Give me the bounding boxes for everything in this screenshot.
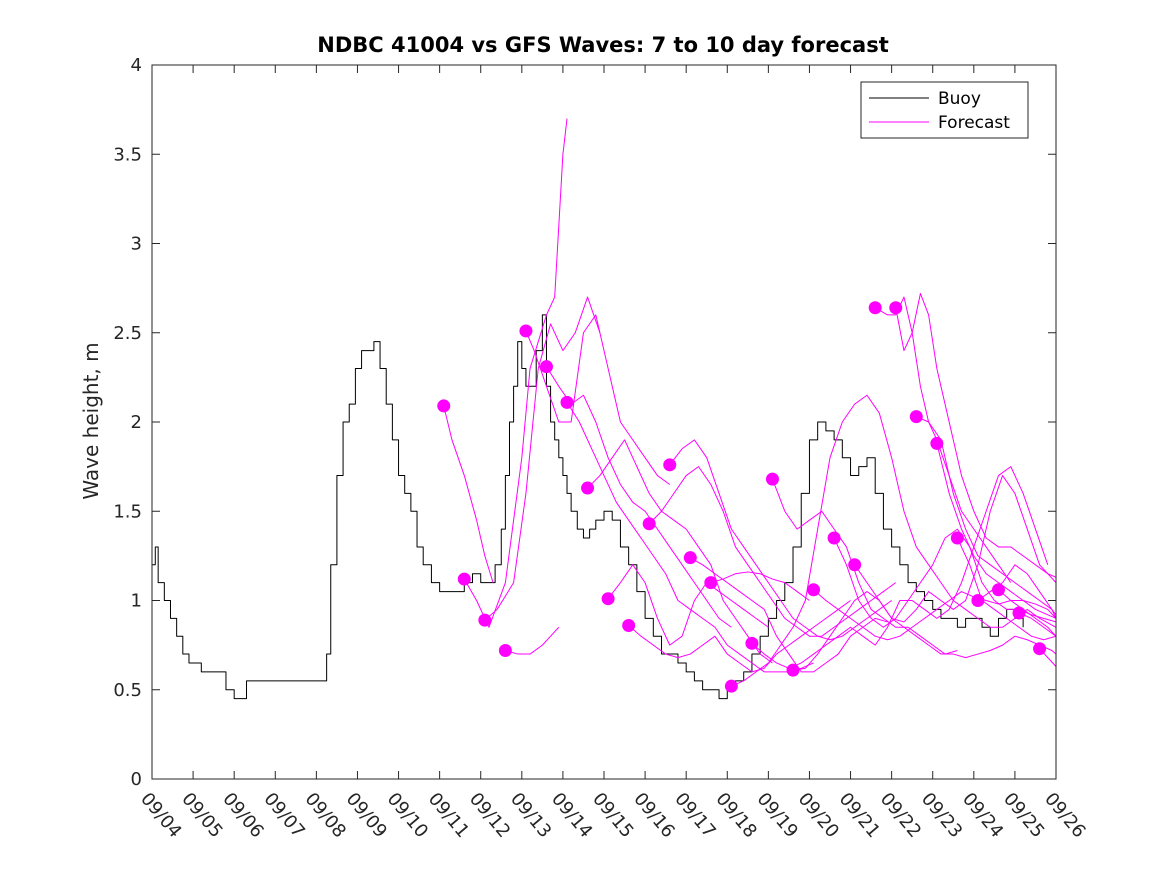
forecast-series-line [628,600,851,673]
forecast-series-line [566,402,814,673]
forecast-series-line [505,626,560,655]
forecast-series-line [648,466,897,637]
forecast-start-marker [478,613,492,627]
forecast-start-marker [457,572,471,586]
y-tick-label: 2 [131,412,142,433]
forecast-series-line [525,314,671,485]
forecast-start-marker [663,458,677,472]
forecast-start-marker [971,594,985,607]
legend: Buoy Forecast [860,81,1029,139]
forecast-series-line [1018,612,1056,637]
forecast-start-marker [930,436,944,450]
y-tick-label: 2.5 [113,323,142,344]
forecast-start-marker [765,472,779,486]
y-tick-label: 3.5 [113,144,142,165]
legend-buoy-label: Buoy [938,89,981,109]
forecast-start-marker [848,558,862,572]
buoy-series-line [152,314,1024,700]
y-tick-label: 3 [131,234,142,255]
forecast-series-line [484,296,601,621]
forecast-start-marker [950,531,964,545]
forecast-start-marker [724,679,738,693]
forecast-start-marker [683,551,697,565]
chart-title: NDBC 41004 vs GFS Waves: 7 to 10 day for… [317,33,888,57]
markers-layer [437,301,1047,693]
y-tick-label: 0 [131,769,142,790]
forecast-series-line [443,405,494,583]
forecast-series-line [772,478,958,655]
forecast-start-marker [909,410,923,424]
legend-forecast-label: Forecast [938,113,1010,133]
forecast-start-marker [827,531,841,545]
forecast-start-marker [581,481,595,495]
legend-box [860,81,1029,139]
forecast-series-line [669,439,892,641]
forecast-start-marker [1033,642,1047,656]
forecast-series-line [710,571,810,601]
forecast-series-line [587,439,773,664]
y-tick-label: 0.5 [113,680,142,701]
forecast-start-marker [642,517,656,531]
forecast-start-marker [786,663,800,677]
forecast-start-marker [745,636,759,650]
forecast-series-line [690,557,888,673]
forecast-series-line [813,589,1056,641]
forecast-start-marker [560,395,574,409]
forecast-start-marker [807,583,821,597]
forecast-start-marker [889,301,903,315]
forecast-start-marker [991,583,1005,597]
forecast-start-marker [704,576,718,590]
y-tick-label: 4 [131,55,142,76]
forecast-series-line [607,564,769,646]
forecast-series-line [854,564,1056,659]
forecast-series-line [998,589,1056,637]
forecast-start-marker [437,399,451,413]
forecast-start-marker [539,360,553,374]
y-tick-label: 1.5 [113,501,142,522]
y-axis-label: Wave height, m [79,342,103,499]
forecast-series-line [731,394,1056,687]
forecast-start-marker [622,618,636,632]
forecast-start-marker [498,643,512,657]
forecast-start-marker [868,301,882,315]
forecast-series-line [751,466,1049,669]
forecast-series-line [936,443,1056,619]
forecast-start-marker [519,324,533,338]
forecast-series-line [895,292,1056,578]
y-tick-label: 1 [131,591,142,612]
forecast-series-line [956,537,1056,641]
forecast-start-marker [1012,606,1026,620]
forecast-series-line [792,475,1056,671]
forecast-start-marker [601,592,615,606]
